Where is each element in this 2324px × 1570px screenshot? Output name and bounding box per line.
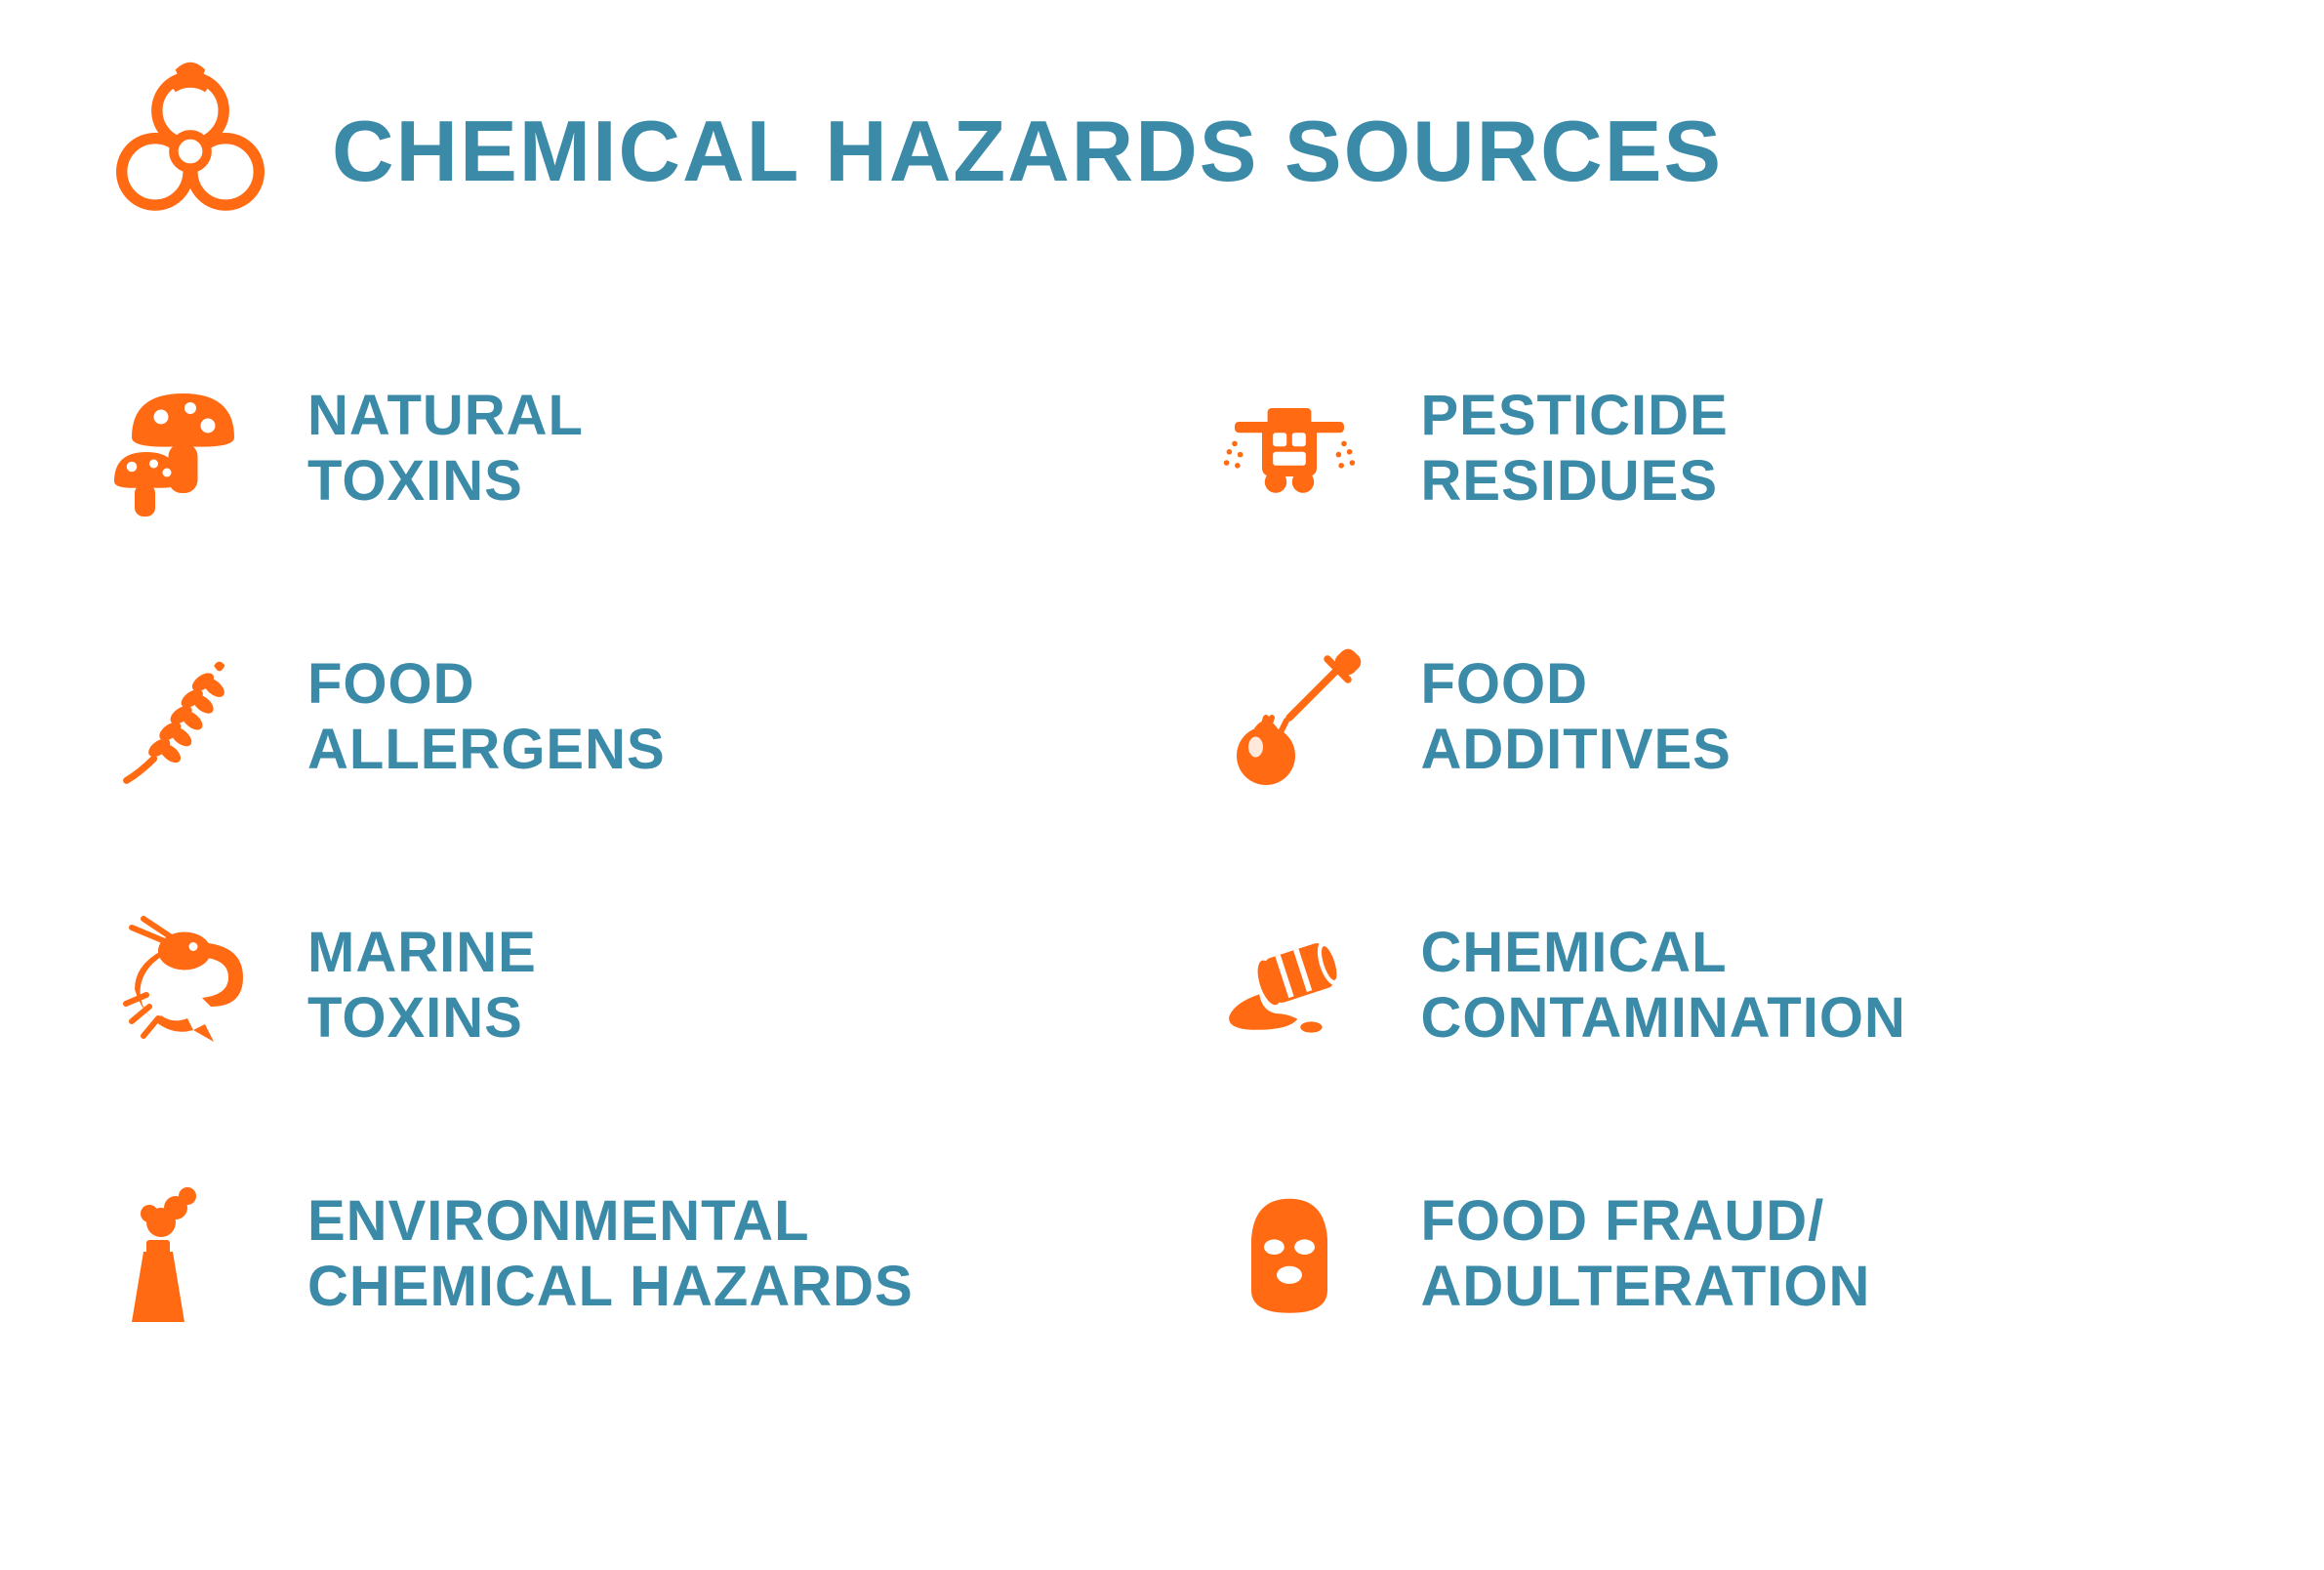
dropper-tomato-icon	[1211, 640, 1367, 796]
factory-smoke-icon	[98, 1177, 254, 1333]
item-natural-toxins: NATURAL TOXINS	[98, 371, 1133, 527]
item-label: FOOD FRAUD/ ADULTERATION	[1421, 1189, 1871, 1319]
page-title: CHEMICAL HAZARDS SOURCES	[332, 102, 1723, 201]
item-label: CHEMICAL CONTAMINATION	[1421, 921, 1906, 1051]
wheat-icon	[98, 640, 254, 796]
barrel-spill-icon	[1211, 908, 1367, 1064]
item-chemical-contamination: CHEMICAL CONTAMINATION	[1211, 908, 2247, 1064]
item-marine-toxins: MARINE TOXINS	[98, 908, 1133, 1064]
item-label: FOOD ALLERGENS	[307, 652, 666, 782]
sprayer-icon	[1211, 371, 1367, 527]
item-food-allergens: FOOD ALLERGENS	[98, 640, 1133, 796]
item-food-additives: FOOD ADDITIVES	[1211, 640, 2247, 796]
item-label: PESTICIDE RESIDUES	[1421, 384, 1729, 514]
header: CHEMICAL HAZARDS SOURCES	[98, 59, 2246, 244]
item-label: ENVIRONMENTAL CHEMICAL HAZARDS	[307, 1189, 914, 1319]
item-label: FOOD ADDITIVES	[1421, 652, 1732, 782]
biohazard-icon	[98, 59, 283, 244]
item-label: MARINE TOXINS	[307, 921, 537, 1051]
item-environmental-hazards: ENVIRONMENTAL CHEMICAL HAZARDS	[98, 1177, 1133, 1333]
shrimp-icon	[98, 908, 254, 1064]
balaclava-icon	[1211, 1177, 1367, 1333]
mushroom-icon	[98, 371, 254, 527]
item-pesticide-residues: PESTICIDE RESIDUES	[1211, 371, 2247, 527]
item-label: NATURAL TOXINS	[307, 384, 584, 514]
hazards-grid: NATURAL TOXINS	[78, 371, 2246, 1333]
item-food-fraud: FOOD FRAUD/ ADULTERATION	[1211, 1177, 2247, 1333]
